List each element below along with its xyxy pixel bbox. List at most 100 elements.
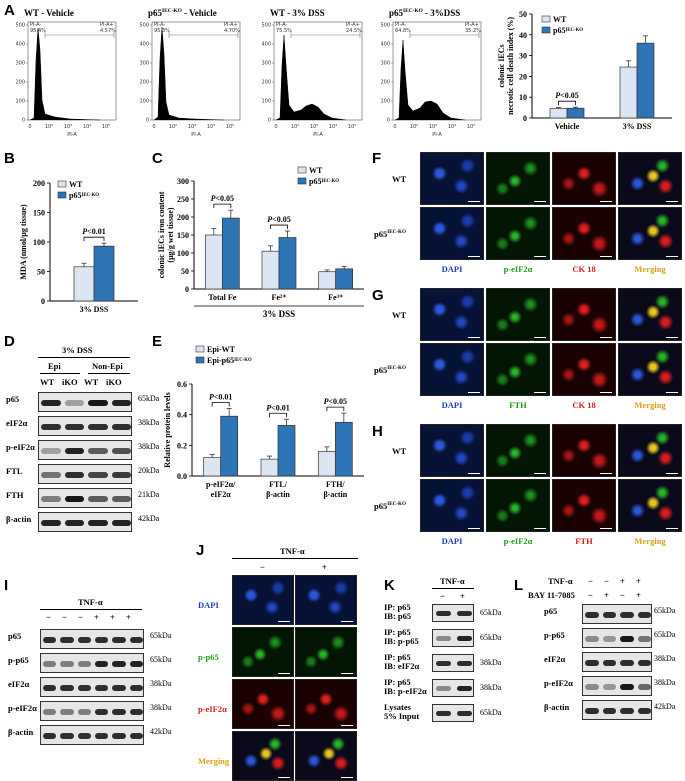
- micro-col-label: FTH: [575, 536, 593, 546]
- blot-strip: [40, 725, 144, 745]
- blot-band: [64, 448, 84, 454]
- bar: [278, 237, 297, 290]
- blot-band: [41, 400, 61, 406]
- x-tick-label: 10⁴: [83, 124, 91, 130]
- micro-col-label: Merging: [634, 264, 666, 274]
- y-tick-label: 0.2: [177, 441, 187, 450]
- y-tick-label: 20: [519, 72, 527, 81]
- legend-swatch: [195, 345, 205, 353]
- y-tick-label: 500: [262, 23, 271, 29]
- y-tick-label: 0: [41, 297, 45, 306]
- blot-strip: [38, 488, 132, 508]
- blot-band: [43, 685, 57, 691]
- blot-band: [41, 448, 61, 454]
- blot-row-label: p-p65: [544, 630, 565, 640]
- bar: [73, 266, 95, 302]
- y-tick-label: 200: [262, 80, 271, 86]
- legend-swatch: [541, 15, 551, 23]
- lane-sign: −: [440, 591, 445, 601]
- group-line: [88, 373, 130, 374]
- y-tick-label: 40: [519, 31, 527, 40]
- x-tick-label: 10⁴: [329, 124, 337, 130]
- blot-band: [602, 612, 616, 618]
- bar: [221, 217, 240, 290]
- scale-bar: [534, 201, 546, 202]
- blot-band: [43, 637, 57, 643]
- y-axis-label: colonic IECs iron content: [157, 191, 166, 278]
- bar: [335, 268, 354, 290]
- micrograph-tile: [420, 424, 484, 477]
- panel-letter-g: G: [372, 287, 384, 304]
- blot-band: [88, 448, 108, 454]
- blot-strip: [40, 653, 144, 673]
- significance-bracket: [270, 224, 288, 230]
- y-tick-label: 300: [381, 61, 390, 67]
- bar: [619, 66, 638, 119]
- blot-band: [457, 711, 472, 716]
- blot-row-label: β-actin: [6, 514, 32, 524]
- p-value-label: P<0.05: [324, 397, 347, 406]
- header-line: [40, 609, 142, 610]
- kda-label: 38kDa: [654, 678, 676, 687]
- blot-k-row-label: IP: p65 IB: p-eIF2α: [384, 677, 427, 696]
- lane-sign: +: [636, 576, 641, 586]
- scale-bar: [278, 725, 290, 726]
- blot-band: [111, 472, 131, 478]
- blot-strip: [38, 416, 132, 436]
- kda-label: 42kDa: [654, 702, 676, 711]
- bar: [93, 245, 115, 302]
- blot-band: [585, 684, 599, 690]
- blot-band: [43, 661, 57, 667]
- scale-bar: [534, 473, 546, 474]
- micro-col-label: DAPI: [441, 536, 463, 546]
- y-tick-label: 400: [381, 42, 390, 48]
- x-axis-label: PI-A: [313, 132, 323, 138]
- y-tick-label: 10: [519, 93, 527, 102]
- chart-a-necrotic-index: 0 10 20 30 40 50 colonic IECs necrotic cell dea…: [497, 10, 672, 131]
- micrograph-tile: [552, 207, 616, 260]
- blot-band: [112, 709, 126, 715]
- scale-bar: [600, 201, 612, 202]
- blot-strip: [38, 392, 132, 412]
- micrograph-tile: [232, 679, 294, 729]
- category-label: p-eIF2α/: [206, 480, 236, 489]
- micrograph-tile: [420, 343, 484, 396]
- x-tick-label: 10³: [429, 124, 437, 130]
- gate-right-pct: 24.5%: [346, 28, 362, 34]
- gate-left-pct: 64.8%: [395, 28, 411, 34]
- treatment-label: BAY 11-7085: [528, 590, 575, 600]
- lane-sign: +: [460, 591, 465, 601]
- scale-bar: [341, 777, 353, 778]
- lane-sign: −: [604, 576, 609, 586]
- legend-swatch: [541, 26, 551, 34]
- blot-strip: [40, 629, 144, 649]
- category-label: Total Fe: [208, 293, 236, 302]
- blot-band: [436, 611, 451, 616]
- micrograph-tile: [486, 288, 550, 341]
- micrograph-tile: [295, 575, 357, 625]
- blot-band: [111, 520, 131, 526]
- x-tick-label: 10³: [64, 124, 72, 130]
- flow-title-1: p65IEC-KO - Vehicle: [148, 8, 217, 18]
- blot-band: [41, 496, 61, 502]
- blot-band: [60, 709, 74, 715]
- blot-band: [88, 472, 108, 478]
- kda-label: 65kDa: [480, 633, 502, 642]
- y-tick-label: 400: [262, 42, 271, 48]
- p-value-label: P<0.05: [211, 194, 234, 203]
- micrograph-tile: [295, 627, 357, 677]
- scale-bar: [341, 673, 353, 674]
- micro-j-row-label: p-p65: [198, 652, 219, 662]
- kda-label: 38kDa: [654, 654, 676, 663]
- micro-row-label: p65IEC-KO: [374, 501, 406, 511]
- blot-band: [602, 708, 616, 714]
- blot-band: [637, 708, 651, 714]
- y-tick-label: 0: [387, 118, 390, 124]
- x-tick-label: 10³: [310, 124, 318, 130]
- lane-sign: +: [126, 612, 131, 622]
- blot-row-label: p-p65: [8, 655, 29, 665]
- legend-label: p65IEC-KO: [309, 177, 339, 186]
- micrograph-tile: [552, 424, 616, 477]
- micrograph-tile: [295, 731, 357, 781]
- kda-label: 65kDa: [480, 608, 502, 617]
